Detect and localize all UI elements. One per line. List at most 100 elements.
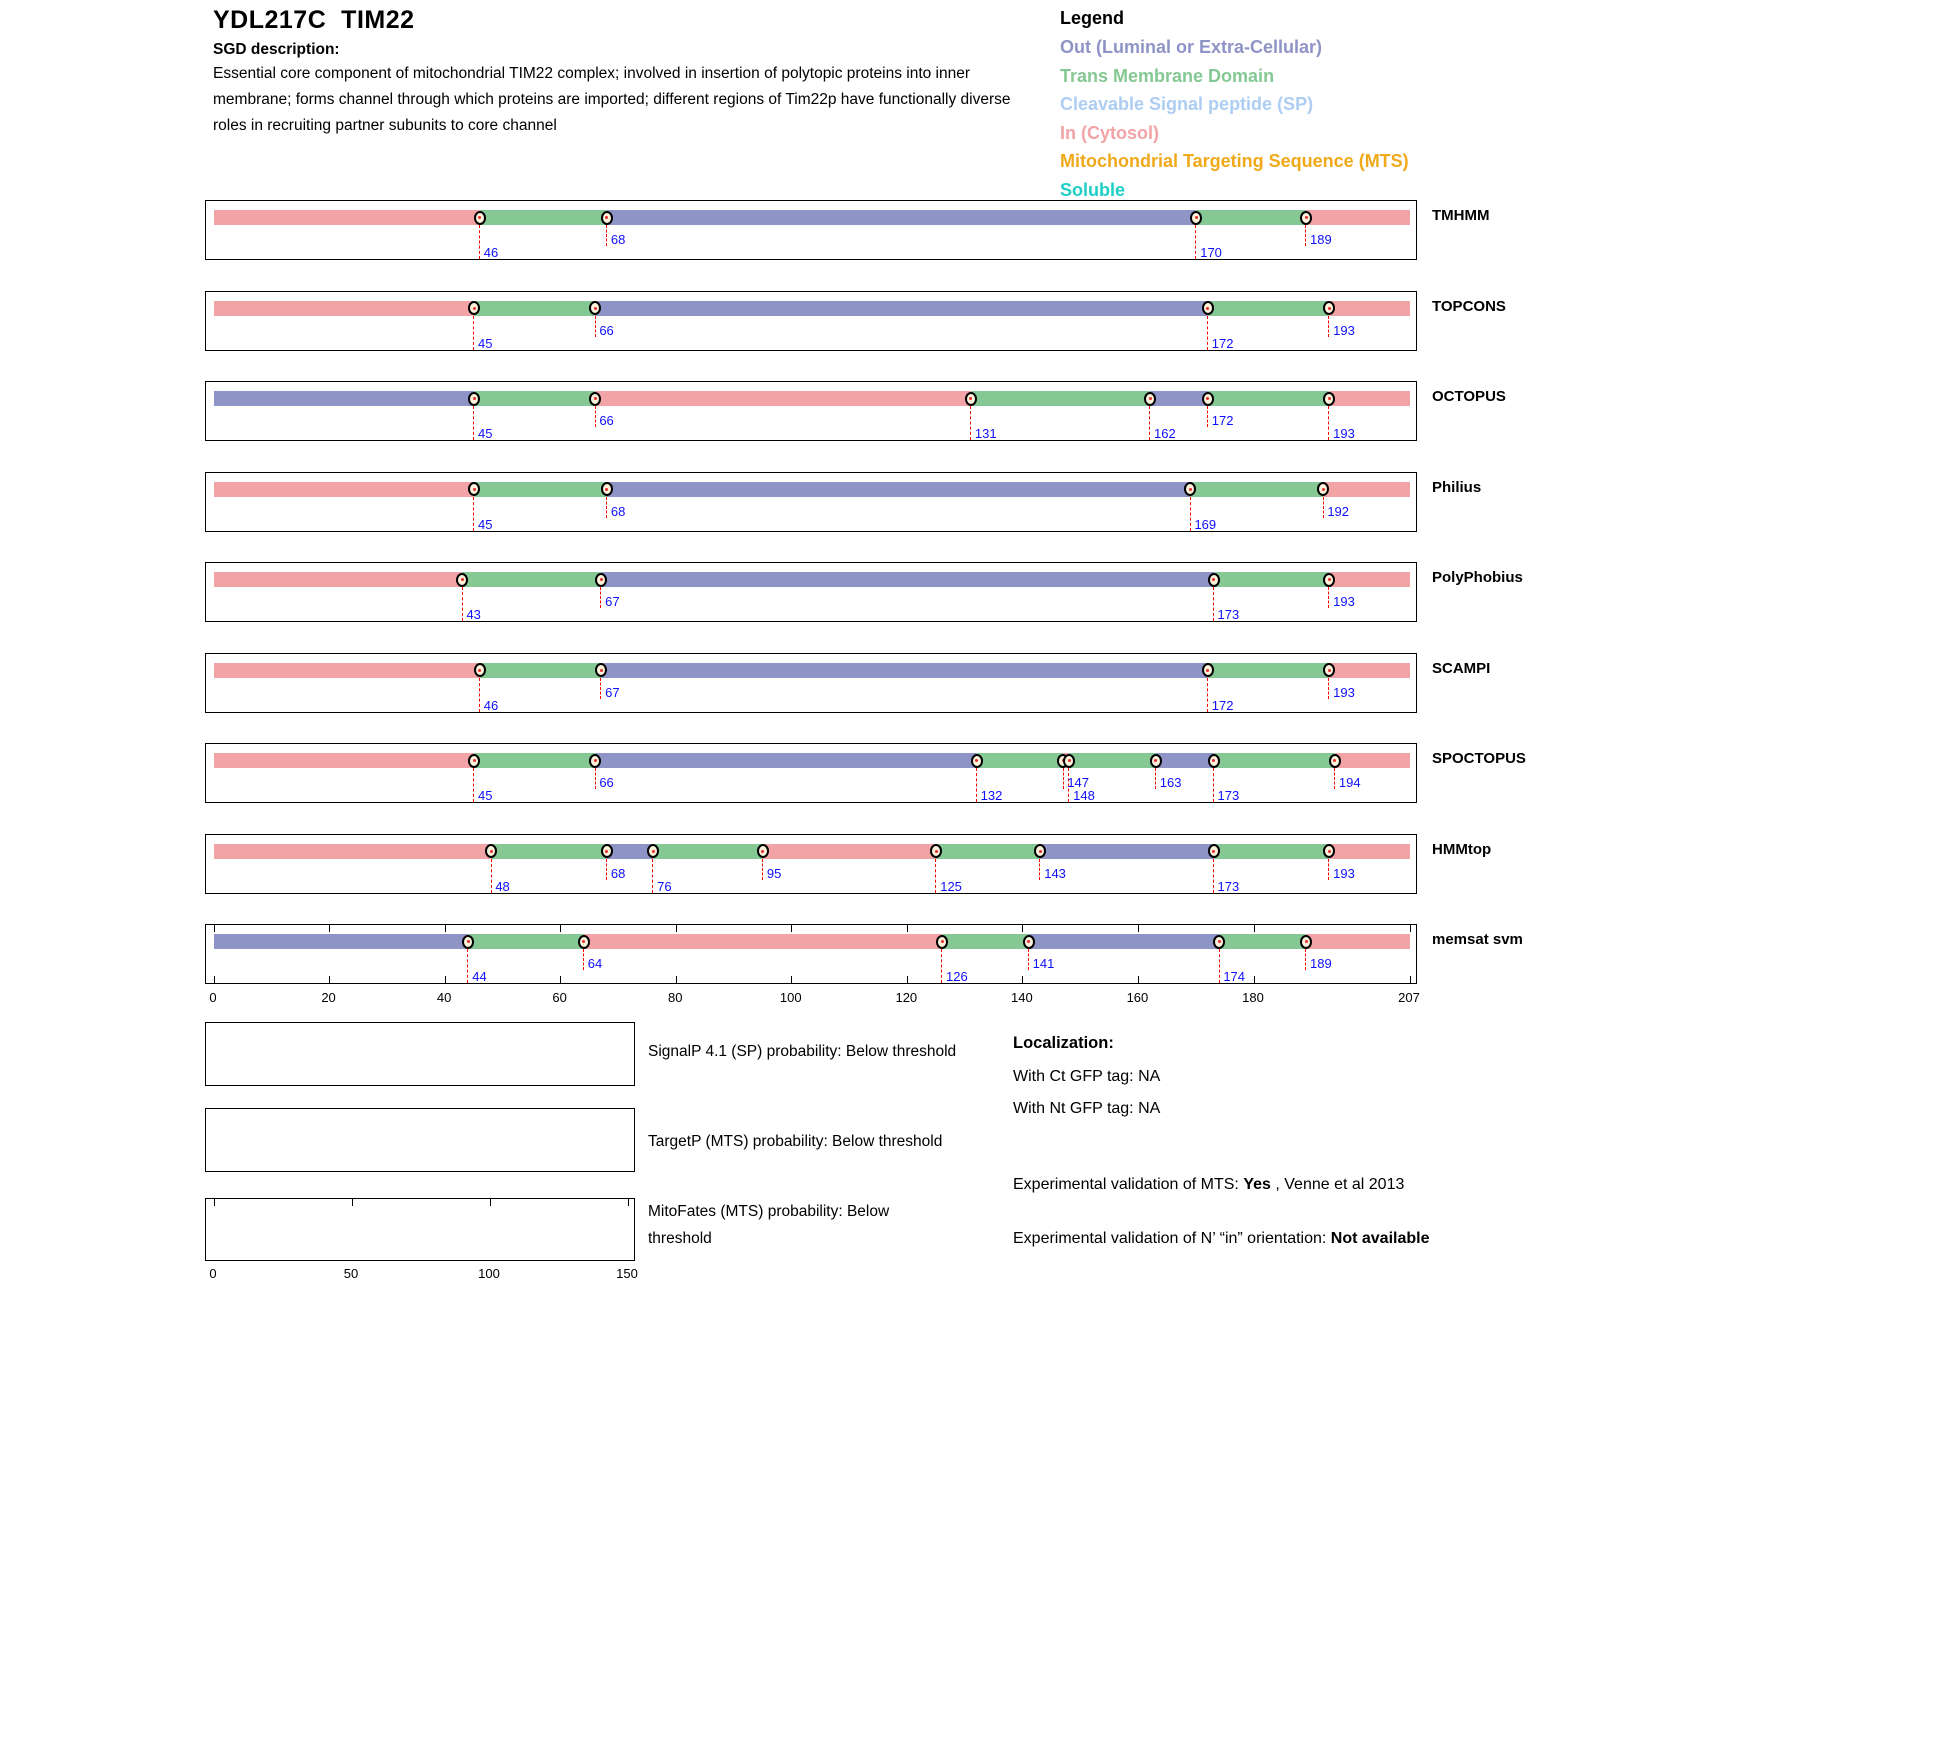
boundary-marker [930,844,943,858]
track-memsat-svm: 44 64 126 141 174 189 memsat svm [205,924,1550,984]
sgd-description-text: Essential core component of mitochondria… [213,65,1011,134]
mts-validation-text: Experimental validation of MTS: Yes , Ve… [1013,1171,1543,1198]
boundary-position-label: 174 [1223,969,1246,984]
gene-name: TIM22 [341,6,415,34]
boundary-position-label: 194 [1338,775,1361,790]
boundary-marker [1323,301,1336,315]
segment-in [1323,481,1410,497]
ruler-tick [1022,925,1024,932]
ruler-tick [1137,925,1139,932]
boundary-position-label: 163 [1159,775,1182,790]
boundary-line [1207,406,1209,427]
segment-in [762,843,937,859]
boundary-marker [1063,753,1076,768]
orientation-validation-prefix: Experimental validation of N’ “in” orien… [1013,1230,1331,1247]
boundary-line [1212,858,1214,893]
boundary-marker [1207,844,1220,858]
boundary-position-label: 189 [1310,956,1332,971]
track-plot-area: 43 67 173 193 [205,562,1417,622]
plot-axis-tick [627,1199,629,1206]
boundary-position-label: 148 [1073,788,1095,803]
boundary-marker [1207,753,1220,768]
boundary-line [1212,587,1214,621]
boundary-position-label: 76 [657,878,672,894]
boundary-line [1207,315,1209,350]
mitofates-plot [205,1198,635,1261]
ruler-tick [675,925,677,932]
segment-in [1329,662,1410,678]
track-name-label: OCTOPUS [1432,388,1506,405]
segment-tm [479,210,607,225]
orientation-validation-text: Experimental validation of N’ “in” orien… [1013,1225,1453,1252]
segment-in [1329,843,1410,859]
ruler-tick [1253,976,1255,983]
segment-out [1155,753,1214,768]
boundary-position-label: 48 [495,878,510,894]
boundary-marker [456,572,469,587]
boundary-marker [468,482,480,496]
boundary-position-label: 46 [483,697,499,713]
track-name-label: memsat svm [1432,931,1523,948]
track-plot-area: 45 66 172 193 [205,290,1417,351]
boundary-marker [1144,391,1156,406]
boundary-position-label: 66 [599,413,614,428]
ruler-tick [1409,925,1411,932]
boundary-position-label: 43 [466,607,481,622]
boundary-line [1149,406,1151,440]
ruler-tick [906,976,908,983]
ruler-tick [329,925,331,932]
track-name-label: SCAMPI [1432,659,1491,677]
segment-in [1329,391,1410,406]
segment-out [595,300,1208,316]
track-name-label: TMHMM [1432,207,1490,224]
boundary-line [762,858,764,880]
boundary-position-label: 132 [980,788,1003,803]
boundary-position-label: 66 [599,775,614,790]
boundary-position-label: 44 [472,969,487,984]
boundary-line [1155,768,1157,789]
ruler-tick [1022,976,1024,983]
segment-tm [462,572,602,587]
boundary-marker [1201,301,1214,315]
plot-axis-tick [213,1199,215,1206]
segment-out [606,210,1197,225]
segment-tm [942,934,1029,949]
boundary-position-label: 162 [1154,426,1176,441]
segment-in [595,391,971,406]
boundary-line [1207,677,1209,712]
sequence-axis-tick-label: 207 [1398,990,1420,1005]
boundary-position-label: 68 [610,232,626,247]
boundary-line [970,406,972,440]
boundary-position-label: 189 [1310,232,1332,247]
segment-out [1040,843,1214,859]
segment-tm [976,753,1064,768]
boundary-marker [462,934,475,949]
boundary-line [594,406,596,427]
track-name-label: Philius [1432,478,1482,496]
plot-axis-tick-label: 150 [616,1266,638,1281]
legend-item-tm: Trans Membrane Domain [1060,65,1275,86]
boundary-position-label: 45 [478,516,493,532]
legend: Legend Out (Luminal or Extra-Cellular) Tr… [1060,4,1409,204]
segment-out [606,481,1191,497]
segment-in [1306,934,1410,949]
boundary-marker [1022,934,1035,949]
boundary-line [473,496,475,531]
boundary-position-label: 172 [1211,335,1234,351]
boundary-line [583,949,585,970]
boundary-line [1212,768,1214,802]
boundary-position-label: 67 [605,594,620,609]
boundary-position-label: 170 [1200,245,1222,260]
boundary-line [594,768,596,789]
ruler-tick [791,976,793,983]
track-name-label: TOPCONS [1432,297,1506,315]
segment-in [1329,300,1410,316]
segment-out [1150,391,1208,406]
segment-tm [936,843,1041,859]
segment-tm [1207,662,1330,678]
boundary-line [1068,768,1070,802]
boundary-line [473,315,475,350]
boundary-marker [1323,391,1336,406]
boundary-marker [1149,753,1162,768]
sequence-axis-tick-label: 40 [436,990,452,1005]
